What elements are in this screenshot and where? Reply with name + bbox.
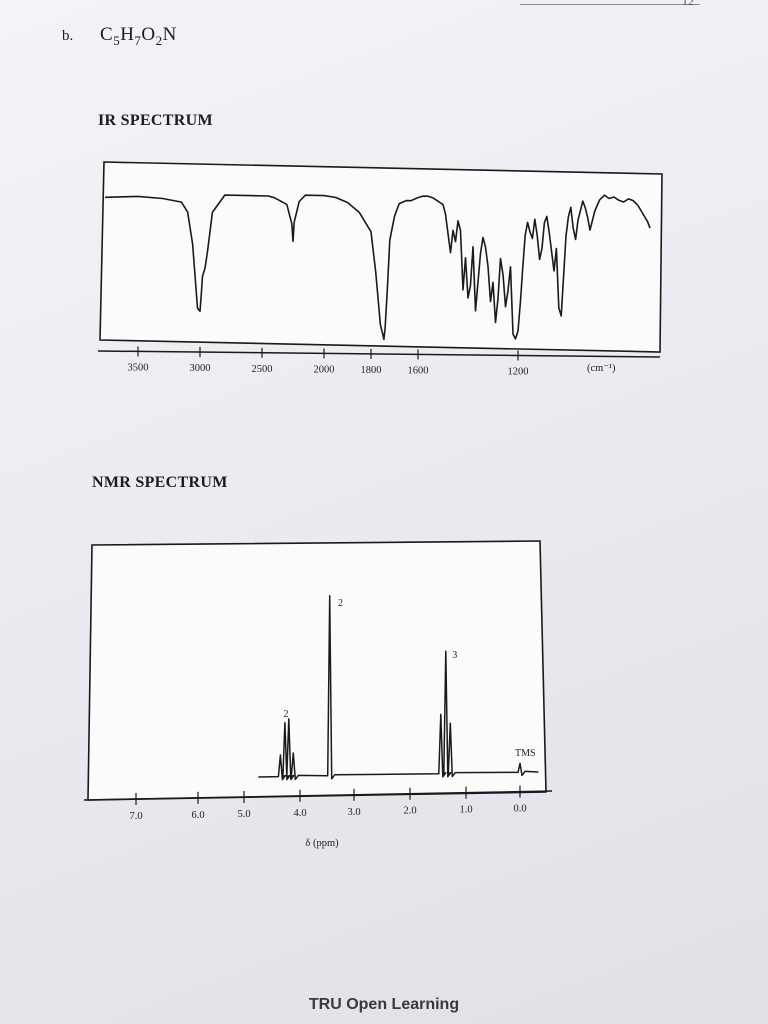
ir-tick-label: 2500	[252, 364, 273, 375]
molecular-formula: C5H7O2N	[100, 24, 177, 49]
ir-tick-label: 3500	[128, 362, 149, 373]
formula-atom: O	[141, 24, 156, 45]
top-rule	[520, 4, 700, 5]
ir-tick-label: 1600	[408, 365, 429, 376]
nmr-spectrum-title: NMR SPECTRUM	[92, 474, 228, 491]
ir-tick-label: 2000	[314, 364, 335, 375]
ir-x-axis	[97, 350, 661, 358]
nmr-tick-label: 0.0	[513, 804, 526, 815]
ir-transmittance-trace	[104, 194, 651, 341]
nmr-tick-label: 4.0	[293, 808, 306, 819]
nmr-x-axis-label: δ (ppm)	[305, 838, 339, 849]
nmr-plot-frame	[87, 540, 547, 801]
formula-count: 5	[113, 32, 121, 48]
nmr-tick-label: 7.0	[129, 811, 142, 822]
ir-tick-label: 1800	[361, 365, 382, 376]
formula-count: 7	[134, 32, 142, 48]
ir-tick-label: 3000	[190, 363, 211, 374]
nmr-peak-annotation: 2	[338, 598, 343, 609]
ir-plot-frame	[99, 161, 663, 353]
nmr-tick-label: 1.0	[459, 805, 472, 816]
ir-spectrum-title: IR SPECTRUM	[98, 112, 213, 129]
nmr-tick-label: 3.0	[347, 807, 360, 818]
formula-atom: C	[100, 24, 114, 45]
footer-brand: TRU Open Learning	[308, 996, 460, 1013]
nmr-peak-annotation: 2	[284, 709, 289, 720]
ir-unit-label: (cm⁻¹)	[587, 363, 616, 374]
nmr-trace	[258, 595, 539, 781]
ir-tick-label: 1200	[508, 366, 529, 377]
nmr-tick-label: 5.0	[237, 809, 250, 820]
formula-atom: N	[162, 24, 177, 45]
nmr-peak-annotation: 3	[452, 650, 457, 661]
nmr-peak-annotation: TMS	[515, 748, 536, 759]
page-number: 12	[682, 0, 694, 8]
nmr-x-axis	[83, 790, 553, 801]
formula-count: 2	[155, 32, 163, 48]
nmr-tick-label: 2.0	[403, 806, 416, 817]
problem-letter: b.	[62, 28, 74, 44]
nmr-tick-label: 6.0	[191, 810, 204, 821]
formula-atom: H	[120, 24, 135, 45]
